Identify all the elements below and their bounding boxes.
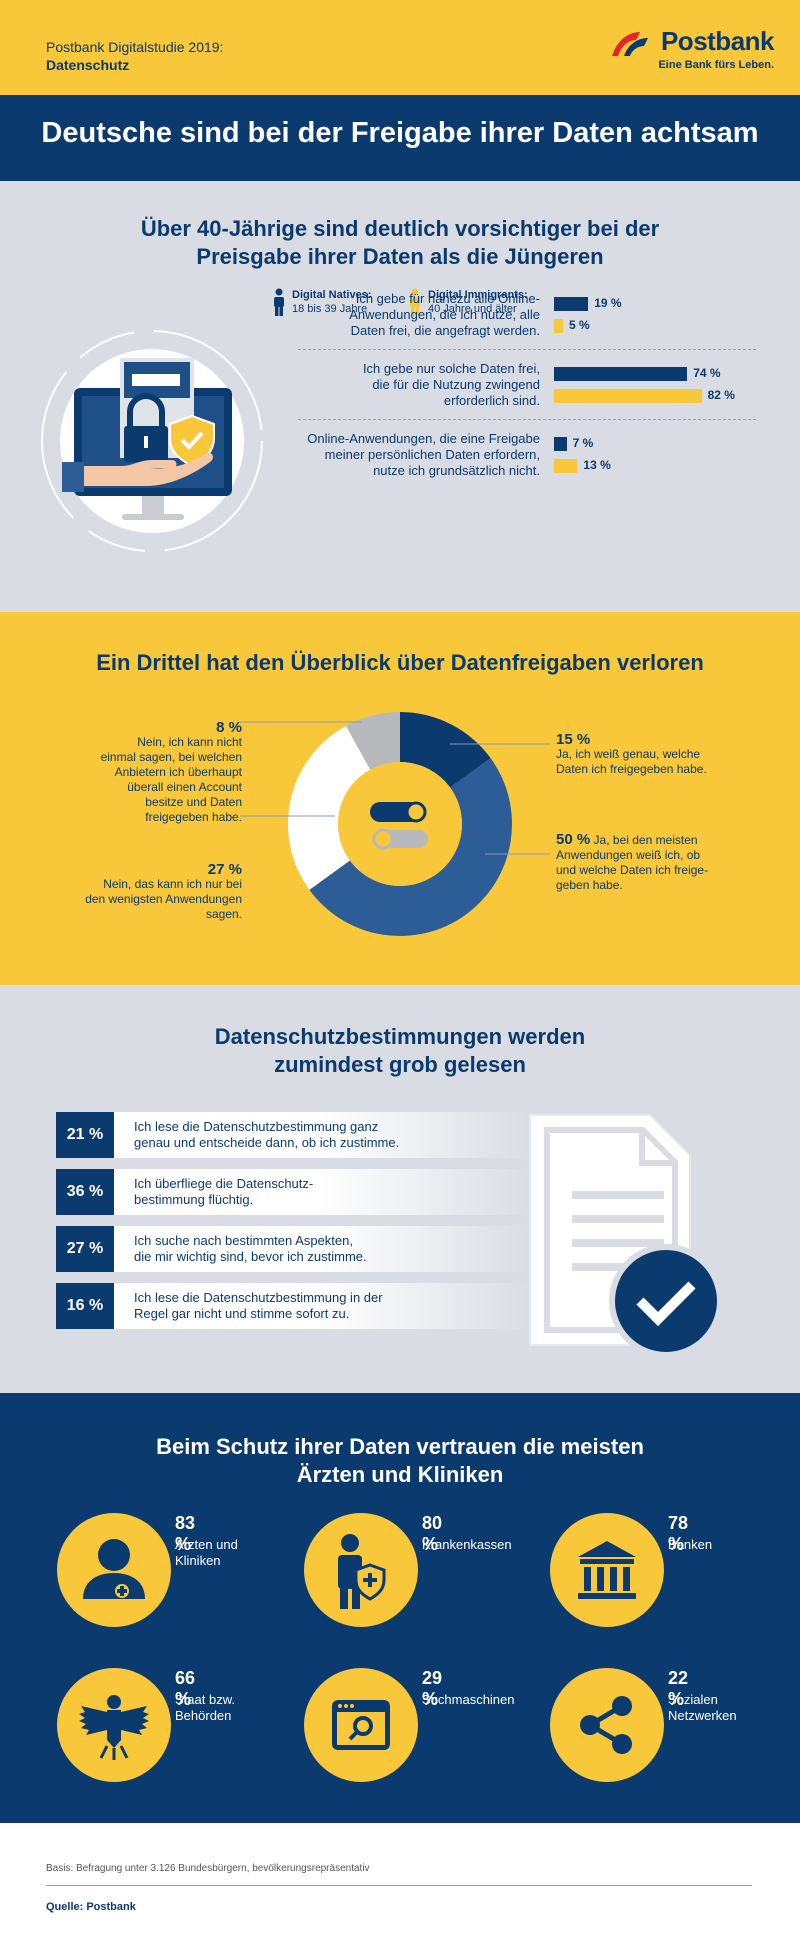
postbank-logo-icon [612, 32, 649, 56]
bar-digital-natives-3 [554, 437, 567, 451]
bar-label-natives-1: 19 % [594, 296, 622, 310]
bank-icon [578, 1541, 636, 1599]
bar-digital-natives-2 [554, 367, 688, 381]
page-title: Deutsche sind bei der Freigabe ihrer Dat… [41, 117, 759, 149]
bar-label-immigrants-2: 82 % [707, 388, 735, 402]
slice-15 [400, 712, 491, 788]
section-overview-lost: Ein Drittel hat den Überblick über Daten… [0, 612, 800, 985]
section3-heading: Datenschutzbestimmungen werden zumindest… [214, 1024, 586, 1077]
donut-chart [240, 712, 550, 936]
reading-pct: 21 % [56, 1112, 114, 1158]
section2-heading: Ein Drittel hat den Überblick über Daten… [96, 650, 704, 675]
eagle-icon [79, 1695, 149, 1760]
reading-pct: 36 % [56, 1169, 114, 1215]
reading-row-2: 36 % Ich überfliege die Datenschutz-besti… [56, 1169, 536, 1215]
study-title: Postbank Digitalstudie 2019: Datenschutz [46, 39, 224, 73]
row-divider [298, 419, 756, 420]
statement-row-1: Ich gebe für nahezu alle Online- Anwendun… [349, 291, 540, 338]
annotation-15: 15 % Ja, ich weiß genau, welche Daten ic… [556, 731, 707, 776]
row-divider [298, 349, 756, 350]
section-privacy-by-age: Über 40-Jährige sind deutlich vorsichtig… [0, 181, 800, 612]
reading-row-1: 21 % Ich lese die Datenschutzbestimmung g… [56, 1112, 536, 1158]
document-check-icon [529, 1114, 720, 1358]
person-yellow-icon [410, 288, 420, 316]
toggle-switch-icon [370, 801, 428, 850]
person-navy-icon [274, 288, 284, 316]
source-note: Quelle: Postbank [46, 1901, 136, 1913]
reading-text: Ich suche nach bestimmten Aspekten, die m… [134, 1233, 367, 1264]
bar-label-natives-3: 7 % [572, 436, 594, 450]
logo-tagline: Eine Bank fürs Leben. [658, 59, 774, 71]
bar-digital-natives-1 [554, 297, 589, 311]
bar-digital-immigrants-2 [554, 389, 702, 403]
laptop-lock-illustration [41, 330, 263, 552]
share-icon [580, 1696, 632, 1754]
legend-digital-natives: Digital Natives: 18 bis 39 Jahre [274, 288, 371, 316]
legend-digital-immigrants: Digital Immigrants: 40 Jahre und älter [410, 288, 528, 316]
reading-text: Ich lese die Datenschutzbestimmung in de… [134, 1290, 383, 1321]
bar-digital-immigrants-3 [554, 459, 578, 473]
slice-50 [309, 758, 512, 936]
reading-text: Ich überfliege die Datenschutz-bestimmun… [134, 1176, 314, 1207]
donut-center [338, 762, 462, 886]
title-bar: Deutsche sind bei der Freigabe ihrer Dat… [0, 95, 800, 181]
slice-8 [346, 712, 400, 770]
page-header: Postbank Digitalstudie 2019: Datenschutz… [0, 0, 800, 95]
annotation-27: 27 % Nein, das kann ich nur bei den weni… [85, 861, 242, 921]
health-insurance-icon [338, 1534, 386, 1609]
doctor-icon [83, 1539, 145, 1599]
section4-heading: Beim Schutz ihrer Daten vertrauen die me… [156, 1434, 644, 1487]
postbank-logo[interactable]: Postbank Eine Bank fürs Leben. [612, 26, 775, 71]
search-window-icon [332, 1700, 390, 1750]
annotation-8: 8 % Nein, ich kann nicht einmal sagen, b… [100, 719, 242, 824]
reading-row-3: 27 % Ich suche nach bestimmten Aspekten, d… [56, 1226, 536, 1272]
statement-row-3: Online-Anwendungen, die eine Freigabe mei… [307, 431, 540, 478]
reading-pct: 16 % [56, 1283, 114, 1329]
bar-label-immigrants-3: 13 % [583, 458, 611, 472]
footer-divider [46, 1885, 752, 1886]
slice-27 [288, 725, 371, 890]
logo-name: Postbank [660, 26, 775, 56]
bar-label-natives-2: 74 % [693, 366, 721, 380]
bar-label-immigrants-1: 5 % [569, 318, 590, 332]
reading-text: Ich lese die Datenschutzbestimmung ganz g… [134, 1119, 400, 1150]
statement-row-2: Ich gebe nur solche Daten frei, die für d… [362, 361, 540, 408]
reading-pct: 27 % [56, 1226, 114, 1272]
section-privacy-policies: Datenschutzbestimmungen werden zumindest… [0, 985, 800, 1393]
bar-digital-immigrants-1 [554, 319, 563, 333]
annotation-50: 50 % Ja, bei den meisten Anwendungen wei… [556, 831, 709, 892]
basis-note: Basis: Befragung unter 3.126 Bundesbürge… [46, 1863, 370, 1874]
section1-heading: Über 40-Jährige sind deutlich vorsichtig… [140, 216, 660, 269]
section-trust: Beim Schutz ihrer Daten vertrauen die me… [0, 1393, 800, 1823]
reading-row-4: 16 % Ich lese die Datenschutzbestimmung i… [56, 1283, 536, 1329]
page-footer: Basis: Befragung unter 3.126 Bundesbürge… [0, 1823, 800, 1941]
